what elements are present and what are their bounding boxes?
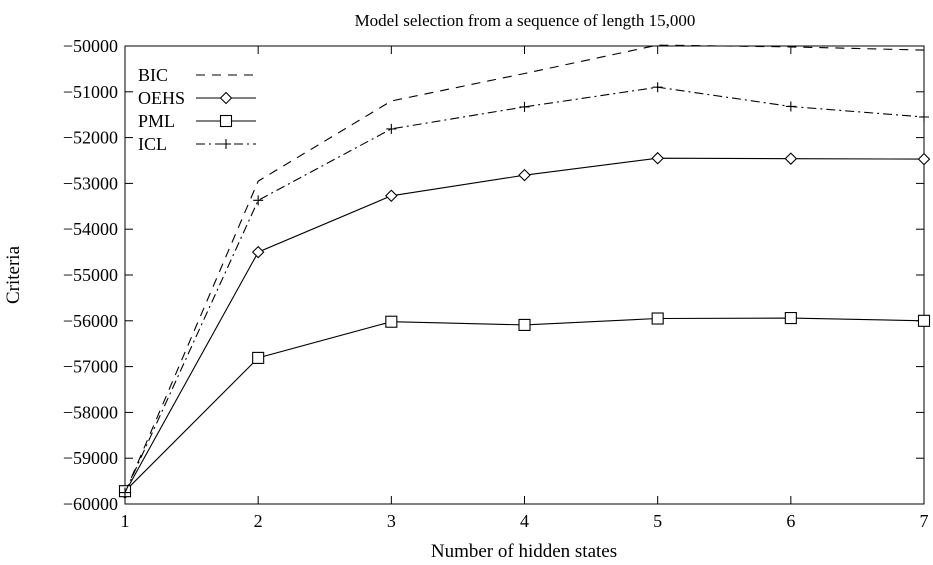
series-line-bic: [124, 44, 925, 493]
legend: BIC OEHS PML ICL: [138, 65, 256, 154]
legend-marker-pml: [219, 114, 233, 128]
series-layer: [118, 44, 931, 499]
series-line-icl: [124, 86, 925, 493]
data-point-icl: [253, 195, 264, 206]
y-tick-label: −51000: [63, 82, 118, 102]
legend-label-pml: PML: [138, 111, 175, 131]
y-tick-label: −55000: [63, 265, 118, 285]
data-point-oehs: [784, 152, 798, 165]
legend-marker-oehs: [219, 91, 233, 105]
legend-marker-icl: [221, 139, 231, 149]
x-axis-label: Number of hidden states: [431, 541, 617, 562]
data-point-icl: [519, 101, 530, 112]
x-tick-label: 3: [387, 511, 396, 531]
y-tick-label: −57000: [63, 357, 118, 377]
y-tick-label: −52000: [63, 128, 118, 148]
data-point-pml: [518, 318, 531, 331]
data-point-pml: [651, 312, 664, 325]
legend-label-oehs: OEHS: [138, 88, 185, 108]
legend-label-bic: BIC: [138, 65, 168, 85]
chart-title: Model selection from a sequence of lengt…: [355, 11, 696, 30]
x-tick-label: 7: [920, 511, 929, 531]
x-tick-label: 5: [653, 511, 662, 531]
x-tick-label: 2: [254, 511, 263, 531]
data-point-oehs: [651, 151, 664, 165]
y-tick-label: −54000: [63, 219, 118, 239]
y-tick-label: −58000: [63, 402, 118, 422]
data-point-icl: [120, 487, 130, 498]
data-point-oehs: [251, 245, 265, 259]
data-point-pml: [252, 351, 265, 364]
y-tick-label: −59000: [63, 448, 118, 468]
y-axis-label: Criteria: [3, 245, 24, 304]
data-point-pml: [385, 315, 398, 328]
data-point-oehs: [518, 168, 531, 182]
x-tick-label: 6: [786, 511, 795, 531]
x-tick-label: 1: [121, 511, 130, 531]
data-point-icl: [652, 82, 663, 93]
legend-label-icl: ICL: [138, 134, 167, 154]
x-tick-label: 4: [520, 511, 529, 531]
data-point-icl: [919, 111, 929, 122]
y-tick-label: −53000: [63, 173, 118, 193]
series-line-pml: [124, 317, 925, 492]
y-tick-label: −56000: [63, 311, 118, 331]
data-point-oehs: [917, 152, 931, 166]
data-point-icl: [386, 123, 397, 134]
data-point-pml: [917, 314, 931, 327]
data-point-pml: [784, 312, 797, 325]
y-tick-label: −50000: [63, 36, 118, 56]
axis-ticks: 1 2 3 4 5 6 7 −60000 −59000 −58000 −57000 −56000 −55…: [63, 36, 929, 531]
data-point-oehs: [385, 189, 398, 203]
data-point-icl: [785, 101, 796, 112]
plot-frame: [124, 45, 925, 505]
y-tick-label: −60000: [63, 494, 118, 514]
